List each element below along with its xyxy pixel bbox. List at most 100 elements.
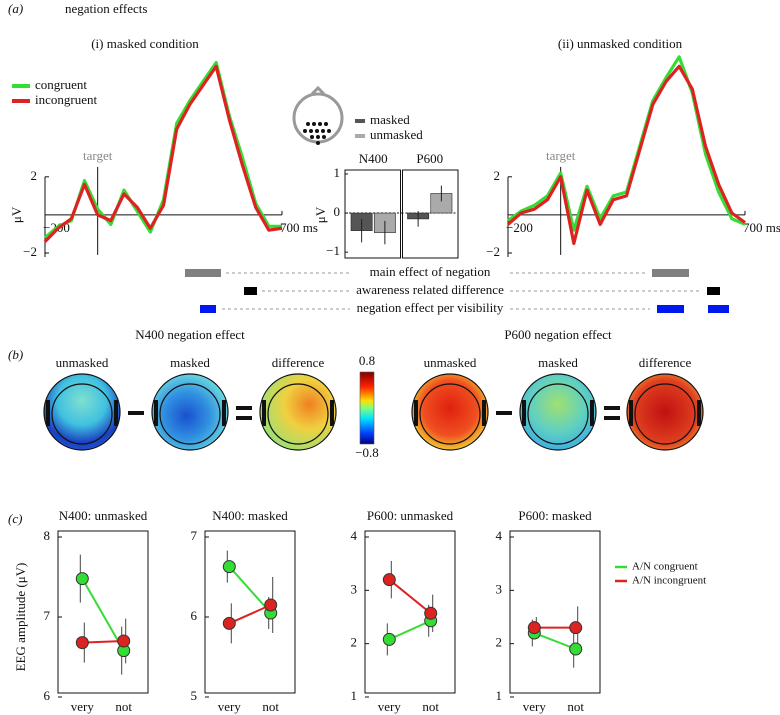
subpanel <box>402 169 459 259</box>
plot-box <box>509 530 601 694</box>
topomap-label: difference <box>639 355 692 370</box>
legend-label: A/N incongruent <box>632 575 706 587</box>
legend-label: congruent <box>35 77 87 92</box>
plot-box <box>57 530 149 694</box>
topomap-title: N400 negation effect <box>135 327 245 342</box>
chart-title: N400: unmasked <box>59 508 148 523</box>
x-tick-label: not <box>567 699 584 714</box>
chart-title: (ii) unmasked condition <box>558 36 683 51</box>
y-axis-label: μV <box>9 206 24 223</box>
y-axis-label: EEG amplitude (μV) <box>13 563 28 672</box>
legend-label: incongruent <box>35 92 97 107</box>
annotation: target <box>83 148 113 163</box>
chart-title: P600: masked <box>518 508 592 523</box>
topomap-label: masked <box>170 355 210 370</box>
y-tick-label: 6 <box>44 688 51 703</box>
y-tick-label: 3 <box>351 581 358 596</box>
series-line <box>43 64 283 243</box>
point <box>569 642 583 656</box>
panel-label: (a) <box>8 1 23 16</box>
category-label: N400 <box>359 151 388 166</box>
y-tick-label: −2 <box>486 244 500 259</box>
point <box>75 636 89 650</box>
x-tick-label: very <box>71 699 95 714</box>
y-tick-label: 2 <box>496 635 503 650</box>
y-tick-label: 4 <box>351 528 358 543</box>
plot-box <box>204 530 296 694</box>
subpanel <box>344 169 401 259</box>
y-tick-label: 2 <box>351 635 358 650</box>
series-line <box>533 632 577 650</box>
topomaps <box>43 373 704 451</box>
panel-label: (b) <box>8 347 23 362</box>
point <box>382 632 396 646</box>
x-tick-label: very <box>218 699 242 714</box>
effect-bars <box>185 269 729 313</box>
x-tick-label: −200 <box>506 220 533 235</box>
colorbar <box>359 371 375 445</box>
y-tick-label: 1 <box>334 165 341 180</box>
topomap-label: unmasked <box>424 355 477 370</box>
effect-label: awareness related difference <box>356 282 504 297</box>
point <box>264 598 278 612</box>
plot-box <box>364 530 456 694</box>
y-tick-label: 8 <box>44 528 51 543</box>
series-line <box>506 64 746 246</box>
head-icon <box>292 85 344 145</box>
series-line <box>228 565 272 614</box>
y-tick-label: 1 <box>496 688 503 703</box>
x-tick-label: not <box>262 699 279 714</box>
effect-timelines <box>222 272 700 310</box>
y-tick-label: 2 <box>494 168 501 183</box>
panel-label: (c) <box>8 511 22 526</box>
x-tick-label: 700 ms <box>280 220 318 235</box>
x-tick-label: not <box>422 699 439 714</box>
series-line <box>388 578 432 615</box>
topomap-label: masked <box>538 355 578 370</box>
point <box>117 634 131 648</box>
colorbar-tick-label: 0.8 <box>359 353 375 368</box>
point <box>382 573 396 587</box>
y-tick-label: 3 <box>496 581 503 596</box>
point <box>222 560 236 574</box>
effect-label: main effect of negation <box>370 264 491 279</box>
y-tick-label: 6 <box>191 608 198 623</box>
y-tick-label: 7 <box>44 608 51 623</box>
y-tick-label: 0 <box>334 204 341 219</box>
chart-title: (i) masked condition <box>91 36 199 51</box>
y-tick-label: 2 <box>31 168 38 183</box>
point <box>569 621 583 635</box>
topomap-title: P600 negation effect <box>504 327 612 342</box>
x-tick-label: 700 ms <box>743 220 780 235</box>
series-line <box>82 640 124 644</box>
figure-title: negation effects <box>65 1 147 16</box>
chart-title: P600: unmasked <box>367 508 454 523</box>
colorbar-tick-label: −0.8 <box>355 445 379 460</box>
effect-label: negation effect per visibility <box>357 300 504 315</box>
chart-title: N400: masked <box>212 508 288 523</box>
legend-label: A/N congruent <box>632 561 698 573</box>
topomap-label: difference <box>272 355 325 370</box>
x-tick-label: very <box>523 699 547 714</box>
x-tick-label: very <box>378 699 402 714</box>
series-line <box>388 619 432 641</box>
point <box>222 616 236 630</box>
point <box>424 606 438 620</box>
x-tick-label: not <box>115 699 132 714</box>
series-line <box>228 604 272 625</box>
y-tick-label: 7 <box>191 528 198 543</box>
category-label: P600 <box>416 151 443 166</box>
y-axis-label: μV <box>313 206 328 223</box>
y-tick-label: −2 <box>23 244 37 259</box>
y-tick-label: 5 <box>191 688 198 703</box>
topomap-label: unmasked <box>56 355 109 370</box>
legend-label: unmasked <box>370 127 423 142</box>
legend-label: masked <box>370 112 410 127</box>
y-tick-label: 4 <box>496 528 503 543</box>
annotation: target <box>546 148 576 163</box>
point <box>527 621 541 635</box>
series-line <box>81 578 125 652</box>
point <box>75 572 89 586</box>
y-tick-label: −1 <box>326 243 340 258</box>
